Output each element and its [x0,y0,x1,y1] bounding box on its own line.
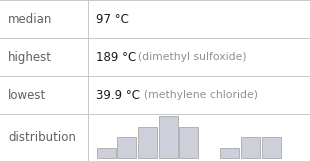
Text: 189 °C: 189 °C [96,51,136,63]
Text: distribution: distribution [8,131,76,144]
Text: 39.9 °C: 39.9 °C [96,89,140,101]
Bar [97,147,116,158]
Text: 97 °C: 97 °C [96,13,129,25]
Text: (dimethyl sulfoxide): (dimethyl sulfoxide) [131,52,247,62]
Text: highest: highest [8,51,52,63]
Bar [262,137,281,158]
Bar [241,137,260,158]
Bar [138,127,157,158]
Text: lowest: lowest [8,89,46,101]
Bar [159,116,178,158]
Text: median: median [8,13,52,25]
Bar [117,137,136,158]
Text: (methylene chloride): (methylene chloride) [137,90,258,100]
Bar [179,127,198,158]
Bar [220,147,239,158]
